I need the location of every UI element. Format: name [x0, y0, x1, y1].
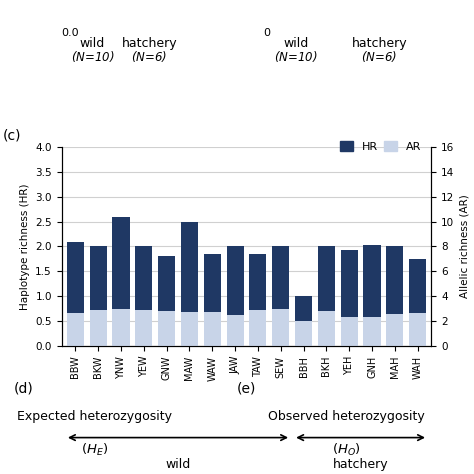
Bar — [249, 254, 266, 346]
Text: hatchery: hatchery — [121, 37, 177, 50]
Bar — [364, 245, 381, 346]
Bar — [318, 310, 335, 346]
Y-axis label: Allelic richness (AR): Allelic richness (AR) — [460, 195, 470, 298]
Text: wild: wild — [80, 37, 105, 50]
Text: ($H_\mathit{O}$): ($H_\mathit{O}$) — [332, 442, 360, 458]
Text: ($N$=6): ($N$=6) — [361, 49, 397, 64]
Text: ($H_\mathit{E}$): ($H_\mathit{E}$) — [81, 442, 109, 458]
Bar — [341, 317, 358, 346]
Text: 0: 0 — [263, 28, 270, 38]
Bar — [90, 310, 107, 346]
Text: Expected heterozygosity: Expected heterozygosity — [17, 410, 173, 423]
Text: wild: wild — [283, 37, 309, 50]
Bar — [295, 321, 312, 346]
Text: (e): (e) — [237, 382, 256, 396]
Text: ($N$=10): ($N$=10) — [274, 49, 318, 64]
Bar — [409, 259, 426, 346]
Text: hatchery: hatchery — [333, 457, 388, 471]
Text: ($N$=6): ($N$=6) — [131, 49, 167, 64]
Text: wild: wild — [165, 457, 191, 471]
Y-axis label: Haplotype richness (HR): Haplotype richness (HR) — [20, 183, 30, 310]
Bar — [295, 296, 312, 346]
Bar — [90, 246, 107, 346]
Bar — [386, 314, 403, 346]
Bar — [249, 310, 266, 346]
Bar — [272, 309, 289, 346]
Bar — [181, 222, 198, 346]
Bar — [112, 310, 129, 346]
Bar — [158, 311, 175, 346]
Bar — [341, 250, 358, 346]
Bar — [135, 246, 152, 346]
Text: Observed heterozygosity: Observed heterozygosity — [268, 410, 424, 423]
Text: ($N$=10): ($N$=10) — [71, 49, 114, 64]
Bar — [158, 256, 175, 346]
Bar — [204, 254, 221, 346]
Bar — [409, 313, 426, 346]
Text: hatchery: hatchery — [351, 37, 407, 50]
Legend: HR, AR: HR, AR — [336, 137, 426, 156]
Text: 0.0: 0.0 — [62, 28, 79, 38]
Bar — [112, 217, 129, 346]
Bar — [227, 246, 244, 346]
Bar — [135, 310, 152, 346]
Bar — [386, 246, 403, 346]
Bar — [318, 246, 335, 346]
Bar — [67, 313, 84, 346]
Text: (c): (c) — [2, 129, 21, 143]
Bar — [272, 246, 289, 346]
Bar — [67, 242, 84, 346]
Bar — [181, 312, 198, 346]
Bar — [227, 315, 244, 346]
Bar — [204, 312, 221, 346]
Text: (d): (d) — [14, 382, 34, 396]
Bar — [364, 318, 381, 346]
